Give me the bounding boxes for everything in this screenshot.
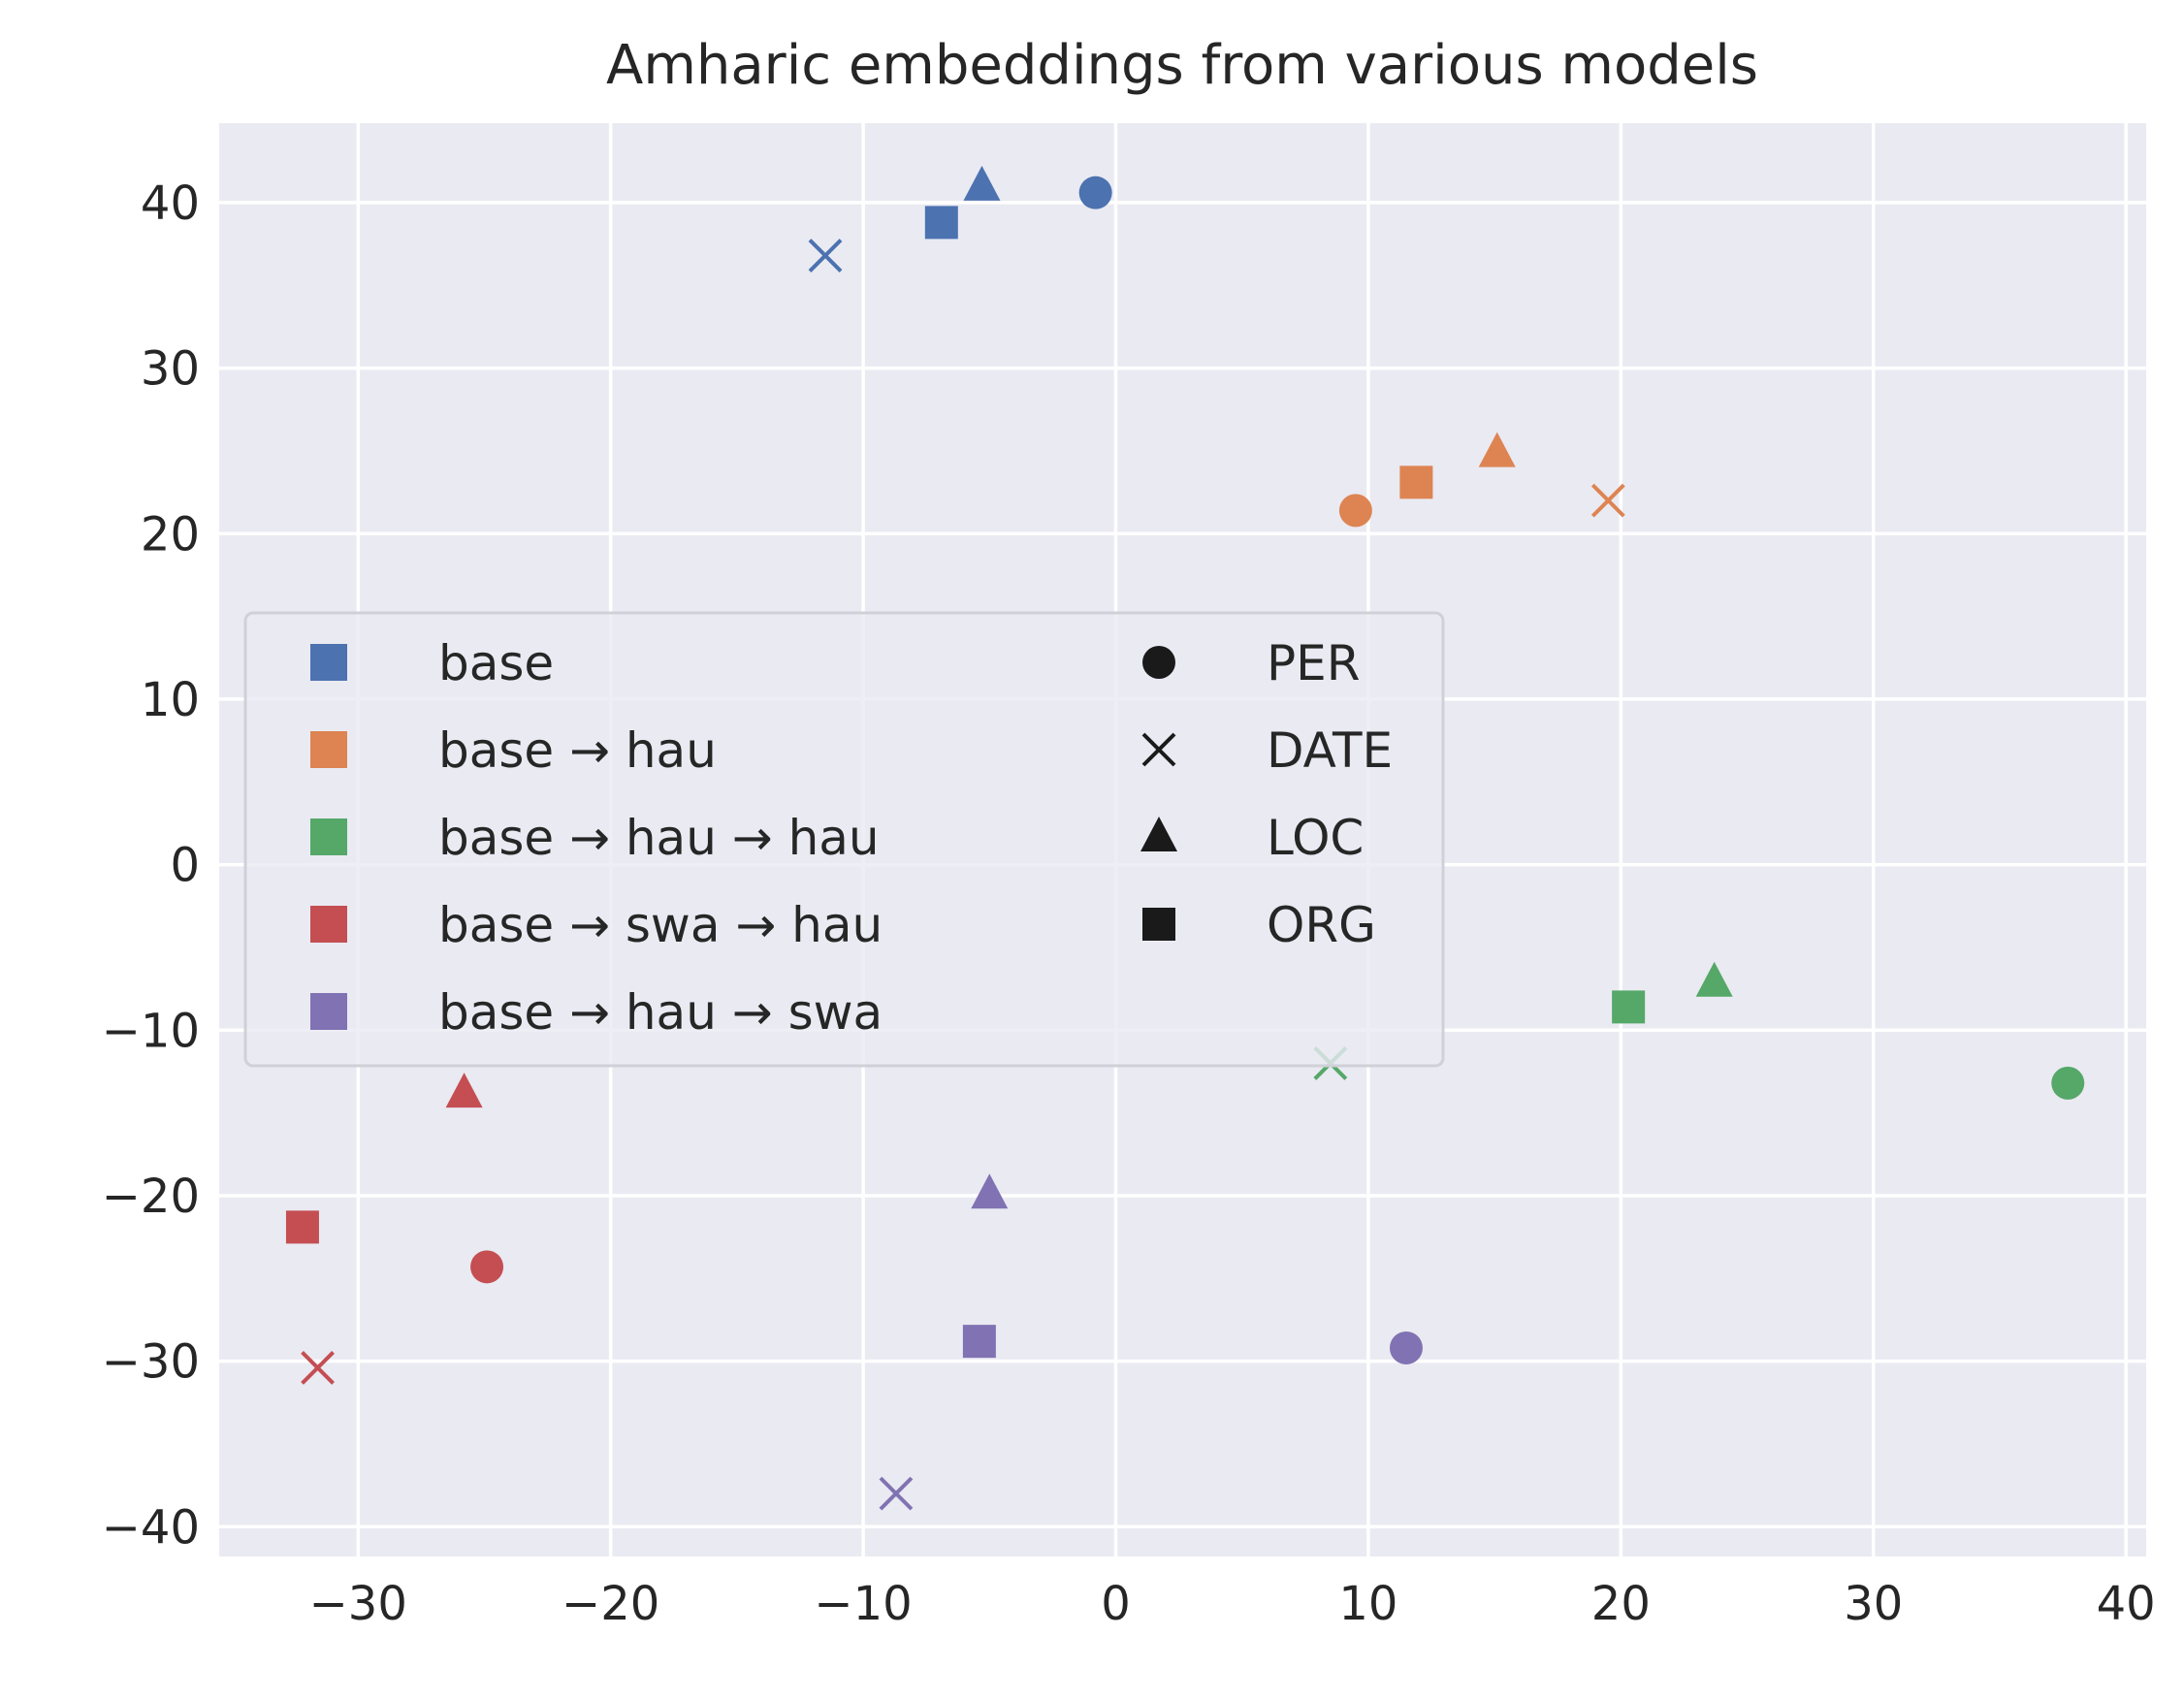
x-tick-label: −30 bbox=[309, 1577, 407, 1631]
x-tick-label: 0 bbox=[1101, 1577, 1131, 1631]
legend-swatch bbox=[310, 644, 347, 681]
legend-marker-triangle-icon bbox=[1140, 817, 1177, 851]
legend-marker-square-icon bbox=[1142, 908, 1175, 941]
data-point-per bbox=[470, 1250, 504, 1284]
data-point-loc bbox=[971, 1173, 1009, 1209]
x-tick-label: −20 bbox=[562, 1577, 659, 1631]
legend: base base → hau base → hau → hau base → swa… bbox=[243, 611, 1445, 1068]
legend-swatch bbox=[310, 818, 347, 855]
x-axis-ticks: −30 −20 −10 0 10 20 30 40 bbox=[309, 1577, 2156, 1631]
legend-label: PER bbox=[1267, 635, 1360, 691]
y-tick-label: −30 bbox=[102, 1335, 200, 1390]
x-tick-label: −10 bbox=[814, 1577, 912, 1631]
data-point-loc bbox=[1695, 961, 1733, 997]
legend-swatch bbox=[310, 731, 347, 768]
data-point-org bbox=[924, 206, 958, 240]
data-point-per bbox=[2051, 1066, 2085, 1100]
y-tick-label: 20 bbox=[141, 507, 200, 561]
legend-label: ORG bbox=[1267, 897, 1376, 953]
x-tick-label: 40 bbox=[2097, 1577, 2156, 1631]
legend-marker-circle-icon bbox=[1142, 646, 1175, 679]
y-tick-label: −20 bbox=[102, 1170, 200, 1224]
legend-swatch bbox=[310, 993, 347, 1030]
legend-swatch bbox=[310, 906, 347, 943]
legend-label: DATE bbox=[1267, 722, 1393, 779]
data-point-per bbox=[1078, 176, 1112, 209]
y-axis-ticks: −40 −30 −20 −10 0 10 20 30 40 bbox=[102, 176, 200, 1555]
legend-label: base → hau → swa bbox=[438, 984, 883, 1041]
data-point-org bbox=[962, 1325, 996, 1359]
data-point-org bbox=[1399, 465, 1433, 499]
y-tick-label: 40 bbox=[141, 176, 200, 231]
x-tick-label: 10 bbox=[1338, 1577, 1397, 1631]
data-point-date bbox=[1590, 483, 1625, 518]
y-tick-label: 30 bbox=[141, 342, 200, 397]
chart-title: Amharic embeddings from various models bbox=[606, 34, 1758, 97]
legend-label: base → hau bbox=[438, 722, 717, 779]
y-tick-label: −10 bbox=[102, 1004, 200, 1058]
data-point-org bbox=[1612, 990, 1646, 1024]
legend-label: LOC bbox=[1267, 810, 1364, 866]
data-point-date bbox=[808, 239, 843, 273]
legend-marker-x-icon bbox=[1141, 732, 1176, 767]
y-tick-label: 0 bbox=[170, 839, 200, 893]
legend-label: base → swa → hau bbox=[438, 897, 883, 953]
data-point-loc bbox=[1478, 432, 1516, 467]
legend-label: base bbox=[438, 635, 554, 691]
data-point-per bbox=[1338, 494, 1372, 528]
legend-label: base → hau → hau bbox=[438, 810, 880, 866]
x-tick-label: 20 bbox=[1591, 1577, 1651, 1631]
data-point-loc bbox=[963, 165, 1001, 201]
y-tick-label: −40 bbox=[102, 1500, 200, 1555]
data-point-org bbox=[285, 1210, 319, 1244]
data-point-per bbox=[1389, 1331, 1423, 1364]
data-point-date bbox=[879, 1476, 914, 1511]
y-tick-label: 10 bbox=[141, 673, 200, 727]
legend-box bbox=[243, 611, 1445, 1068]
x-tick-label: 30 bbox=[1844, 1577, 1903, 1631]
data-point-loc bbox=[445, 1073, 483, 1108]
data-point-date bbox=[301, 1351, 335, 1385]
